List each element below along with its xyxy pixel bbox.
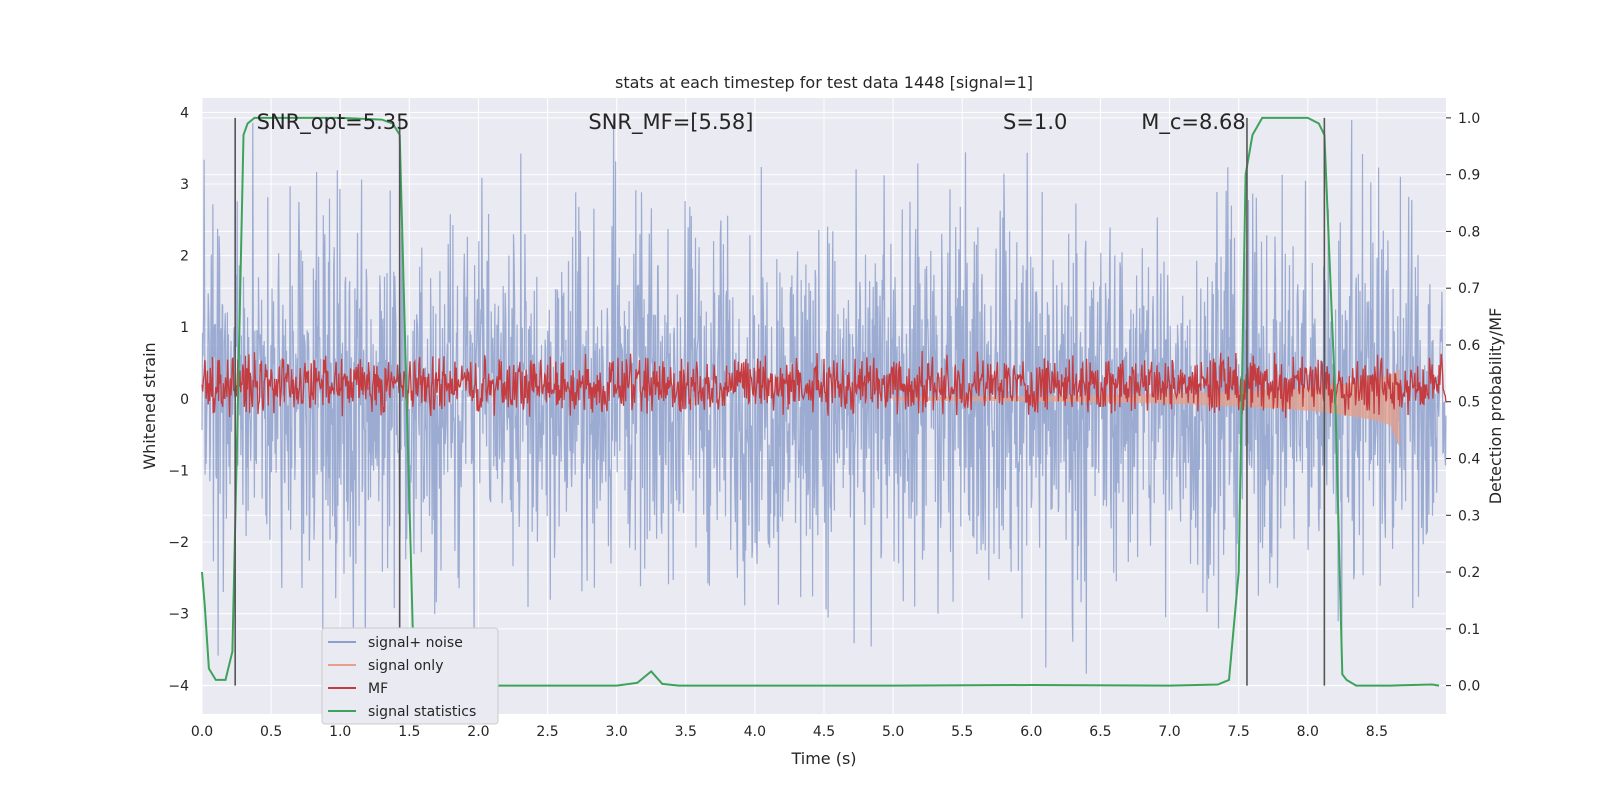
y-right-tick-label: 0.5 [1458, 395, 1480, 411]
x-tick-label: 1.0 [329, 724, 351, 740]
y-axis-right: 0.0 0.1 0.2 0.3 0.4 0.5 0.6 0.7 0.8 0.9 1.0 [1446, 111, 1480, 695]
x-tick-label: 1.5 [398, 724, 420, 740]
x-tick-label: 4.0 [744, 724, 766, 740]
annotation: SNR_opt=5.35 [257, 110, 410, 135]
y-axis-left: −4 −3 −2 −1 0 1 2 3 4 [168, 105, 189, 694]
x-tick-label: 5.0 [882, 724, 904, 740]
y-axis-label-right: Detection probability/MF [1486, 308, 1505, 505]
y-tick-label: 0 [180, 392, 189, 408]
x-tick-label: 2.0 [467, 724, 489, 740]
series-mf [201, 350, 1447, 419]
x-tick-label: 2.5 [536, 724, 558, 740]
y-tick-label: 1 [180, 320, 189, 336]
x-tick-label: 7.0 [1158, 724, 1180, 740]
chart-title: stats at each timestep for test data 144… [615, 73, 1033, 92]
legend-label: signal statistics [368, 704, 476, 720]
annotation: SNR_MF=[5.58] [588, 110, 753, 135]
y-right-tick-label: 0.6 [1458, 338, 1480, 354]
x-axis-label: Time (s) [790, 749, 856, 768]
y-tick-label: −4 [168, 678, 189, 694]
y-right-tick-label: 0.7 [1458, 281, 1480, 297]
x-tick-label: 6.0 [1020, 724, 1042, 740]
y-tick-label: −2 [168, 535, 189, 551]
y-right-tick-label: 0.2 [1458, 565, 1480, 581]
y-tick-label: −1 [168, 463, 189, 479]
y-tick-label: −3 [168, 607, 189, 623]
annotations: SNR_opt=5.35 SNR_MF=[5.58] S=1.0 M_c=8.68 [257, 110, 1246, 135]
legend-label: MF [368, 681, 388, 697]
legend-box [321, 627, 499, 725]
series-signal-statistics [201, 116, 1440, 687]
y-tick-label: 2 [180, 249, 189, 265]
y-right-tick-label: 0.3 [1458, 508, 1480, 524]
x-tick-label: 6.5 [1089, 724, 1111, 740]
y-tick-label: 3 [180, 177, 189, 193]
x-tick-label: 3.0 [606, 724, 628, 740]
plot-area [201, 116, 1447, 687]
annotation: S=1.0 [1003, 110, 1067, 134]
legend-label: signal+ noise [368, 635, 463, 651]
x-tick-label: 5.5 [951, 724, 973, 740]
y-right-tick-label: 0.4 [1458, 452, 1480, 468]
y-right-tick-label: 0.8 [1458, 224, 1480, 240]
legend-label: signal only [368, 658, 443, 674]
y-right-tick-label: 0.9 [1458, 168, 1480, 184]
y-right-tick-label: 0.0 [1458, 679, 1480, 695]
x-axis: 0.0 0.5 1.0 1.5 2.0 2.5 3.0 3.5 4.0 4.5 5.0 5.5 6.0 6… [191, 724, 1388, 740]
x-tick-label: 4.5 [813, 724, 835, 740]
x-tick-label: 8.0 [1297, 724, 1319, 740]
x-tick-label: 0.5 [260, 724, 282, 740]
annotation: M_c=8.68 [1141, 110, 1246, 135]
y-right-tick-label: 0.1 [1458, 622, 1480, 638]
x-tick-label: 3.5 [675, 724, 697, 740]
legend: signal+ noise signal only MF signal statist… [321, 627, 499, 725]
y-axis-label: Whitened strain [140, 342, 159, 469]
x-tick-label: 7.5 [1228, 724, 1250, 740]
y-tick-label: 4 [180, 105, 189, 121]
x-tick-label: 8.5 [1366, 724, 1388, 740]
x-tick-label: 0.0 [191, 724, 213, 740]
y-right-tick-label: 1.0 [1458, 111, 1480, 127]
